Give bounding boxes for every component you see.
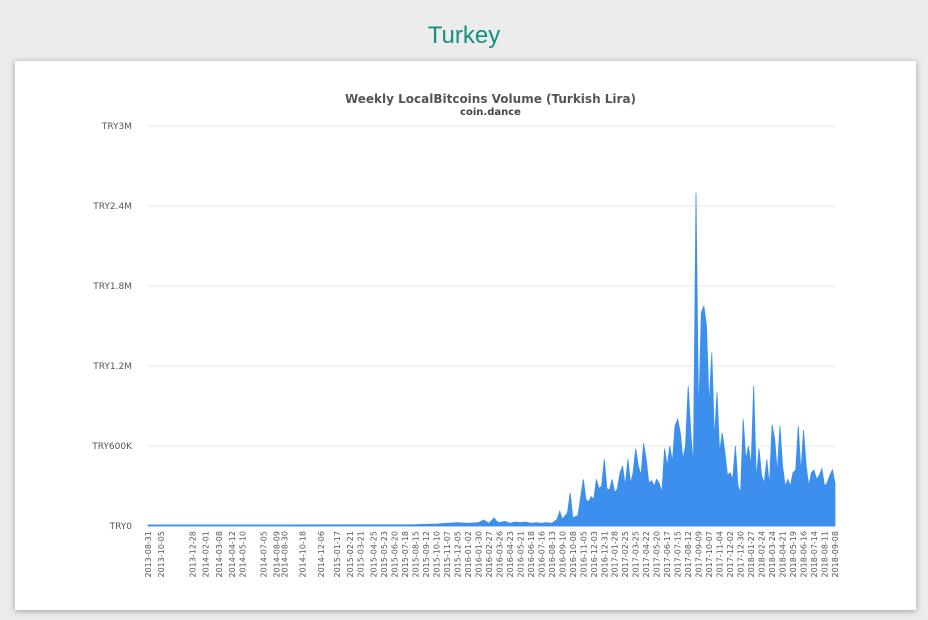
x-tick-label: 2017-08-12 — [684, 531, 693, 578]
x-tick-label: 2014-08-09 — [273, 531, 282, 578]
x-tick-label: 2016-01-02 — [464, 531, 473, 578]
x-tick-label: 2015-08-15 — [412, 531, 421, 578]
x-tick-label: 2016-11-05 — [579, 531, 588, 578]
x-tick-label: 2017-11-04 — [716, 531, 725, 578]
y-tick-label: TRY1.2M — [92, 362, 132, 372]
x-tick-label: 2015-12-05 — [453, 531, 462, 578]
x-tick-label: 2017-12-02 — [726, 531, 735, 578]
x-tick-label: 2013-08-31 — [144, 531, 153, 578]
x-tick-label: 2017-04-22 — [642, 531, 651, 578]
y-tick-label: TRY2.4M — [92, 202, 132, 212]
x-tick-label: 2018-05-19 — [789, 531, 798, 578]
x-tick-label: 2014-03-08 — [215, 531, 224, 578]
x-tick-label: 2014-04-12 — [228, 531, 237, 578]
x-tick-label: 2018-02-24 — [758, 531, 767, 578]
x-tick-label: 2017-06-17 — [663, 531, 672, 578]
chart-title: Weekly LocalBitcoins Volume (Turkish Lir… — [344, 92, 637, 106]
x-tick-label: 2016-01-30 — [474, 531, 483, 578]
x-tick-label: 2015-05-23 — [380, 531, 389, 578]
x-tick-label: 2017-03-25 — [632, 531, 641, 578]
area-series-path — [147, 192, 836, 527]
x-tick-label: 2014-12-06 — [317, 531, 326, 578]
x-tick-label: 2015-07-18 — [401, 531, 410, 578]
x-tick-label: 2014-05-10 — [238, 531, 247, 578]
x-tick-label: 2015-03-21 — [356, 531, 365, 578]
x-tick-label: 2018-03-24 — [768, 531, 777, 578]
x-tick-label: 2016-06-18 — [527, 531, 536, 578]
x-tick-label: 2016-08-13 — [548, 531, 557, 578]
x-tick-label: 2018-08-11 — [821, 531, 830, 578]
x-tick-label: 2016-12-31 — [600, 531, 609, 578]
x-tick-label: 2014-08-30 — [280, 531, 289, 578]
x-tick-label: 2016-04-23 — [506, 531, 515, 578]
x-tick-label: 2015-01-17 — [333, 531, 342, 578]
x-tick-label: 2015-11-07 — [443, 531, 452, 578]
x-tick-label: 2018-06-16 — [800, 531, 809, 578]
x-tick-label: 2016-02-27 — [485, 531, 494, 578]
area-chart: TRY0 TRY600K TRY1.2M TRY1.8M TRY2.4M TRY3M 20… — [91, 122, 840, 578]
x-tick-label: 2015-09-12 — [422, 531, 431, 578]
x-tick-label: 2018-04-21 — [779, 531, 788, 578]
y-tick-label: TRY0 — [109, 522, 133, 532]
y-axis: TRY0 TRY600K TRY1.2M TRY1.8M TRY2.4M TRY3M — [91, 122, 133, 532]
x-tick-label: 2016-09-10 — [558, 531, 567, 578]
x-tick-label: 2017-01-28 — [611, 531, 620, 578]
x-tick-label: 2013-10-05 — [157, 531, 166, 578]
x-tick-label: 2013-12-28 — [189, 531, 198, 578]
x-tick-label: 2015-02-21 — [346, 531, 355, 578]
grid-lines — [148, 125, 835, 527]
x-tick-label: 2014-10-18 — [299, 531, 308, 578]
y-tick-label: TRY600K — [91, 442, 133, 452]
x-tick-label: 2016-05-21 — [516, 531, 525, 578]
x-tick-label: 2016-10-08 — [569, 531, 578, 578]
x-tick-label: 2017-12-30 — [737, 531, 746, 578]
x-tick-label: 2017-02-25 — [621, 531, 630, 578]
x-tick-label: 2015-06-20 — [391, 531, 400, 578]
chart-subtitle: coin.dance — [460, 107, 521, 118]
y-tick-label: TRY1.8M — [92, 282, 132, 292]
x-tick-label: 2018-07-14 — [810, 531, 819, 578]
x-axis: 2013-08-31 2013-10-05 2013-12-28 2014-02-01… — [144, 531, 840, 578]
x-tick-label: 2016-07-16 — [537, 531, 546, 578]
x-tick-label: 2015-04-25 — [370, 531, 379, 578]
x-tick-label: 2018-09-08 — [831, 531, 840, 578]
x-tick-label: 2014-07-05 — [259, 531, 268, 578]
x-tick-label: 2016-12-03 — [590, 531, 599, 578]
area-series — [147, 192, 836, 527]
chart-card: Weekly LocalBitcoins Volume (Turkish Lir… — [15, 61, 916, 610]
y-tick-label: TRY3M — [101, 122, 132, 132]
x-tick-label: 2017-07-15 — [674, 531, 683, 578]
x-tick-label: 2017-05-20 — [653, 531, 662, 578]
x-tick-label: 2016-03-26 — [495, 531, 504, 578]
x-tick-label: 2014-02-01 — [202, 531, 211, 578]
x-tick-label: 2017-09-09 — [695, 531, 704, 578]
x-tick-label: 2018-01-27 — [747, 531, 756, 578]
page-heading: Turkey — [427, 22, 501, 49]
x-tick-label: 2015-10-10 — [432, 531, 441, 578]
x-tick-label: 2017-10-07 — [705, 531, 714, 578]
